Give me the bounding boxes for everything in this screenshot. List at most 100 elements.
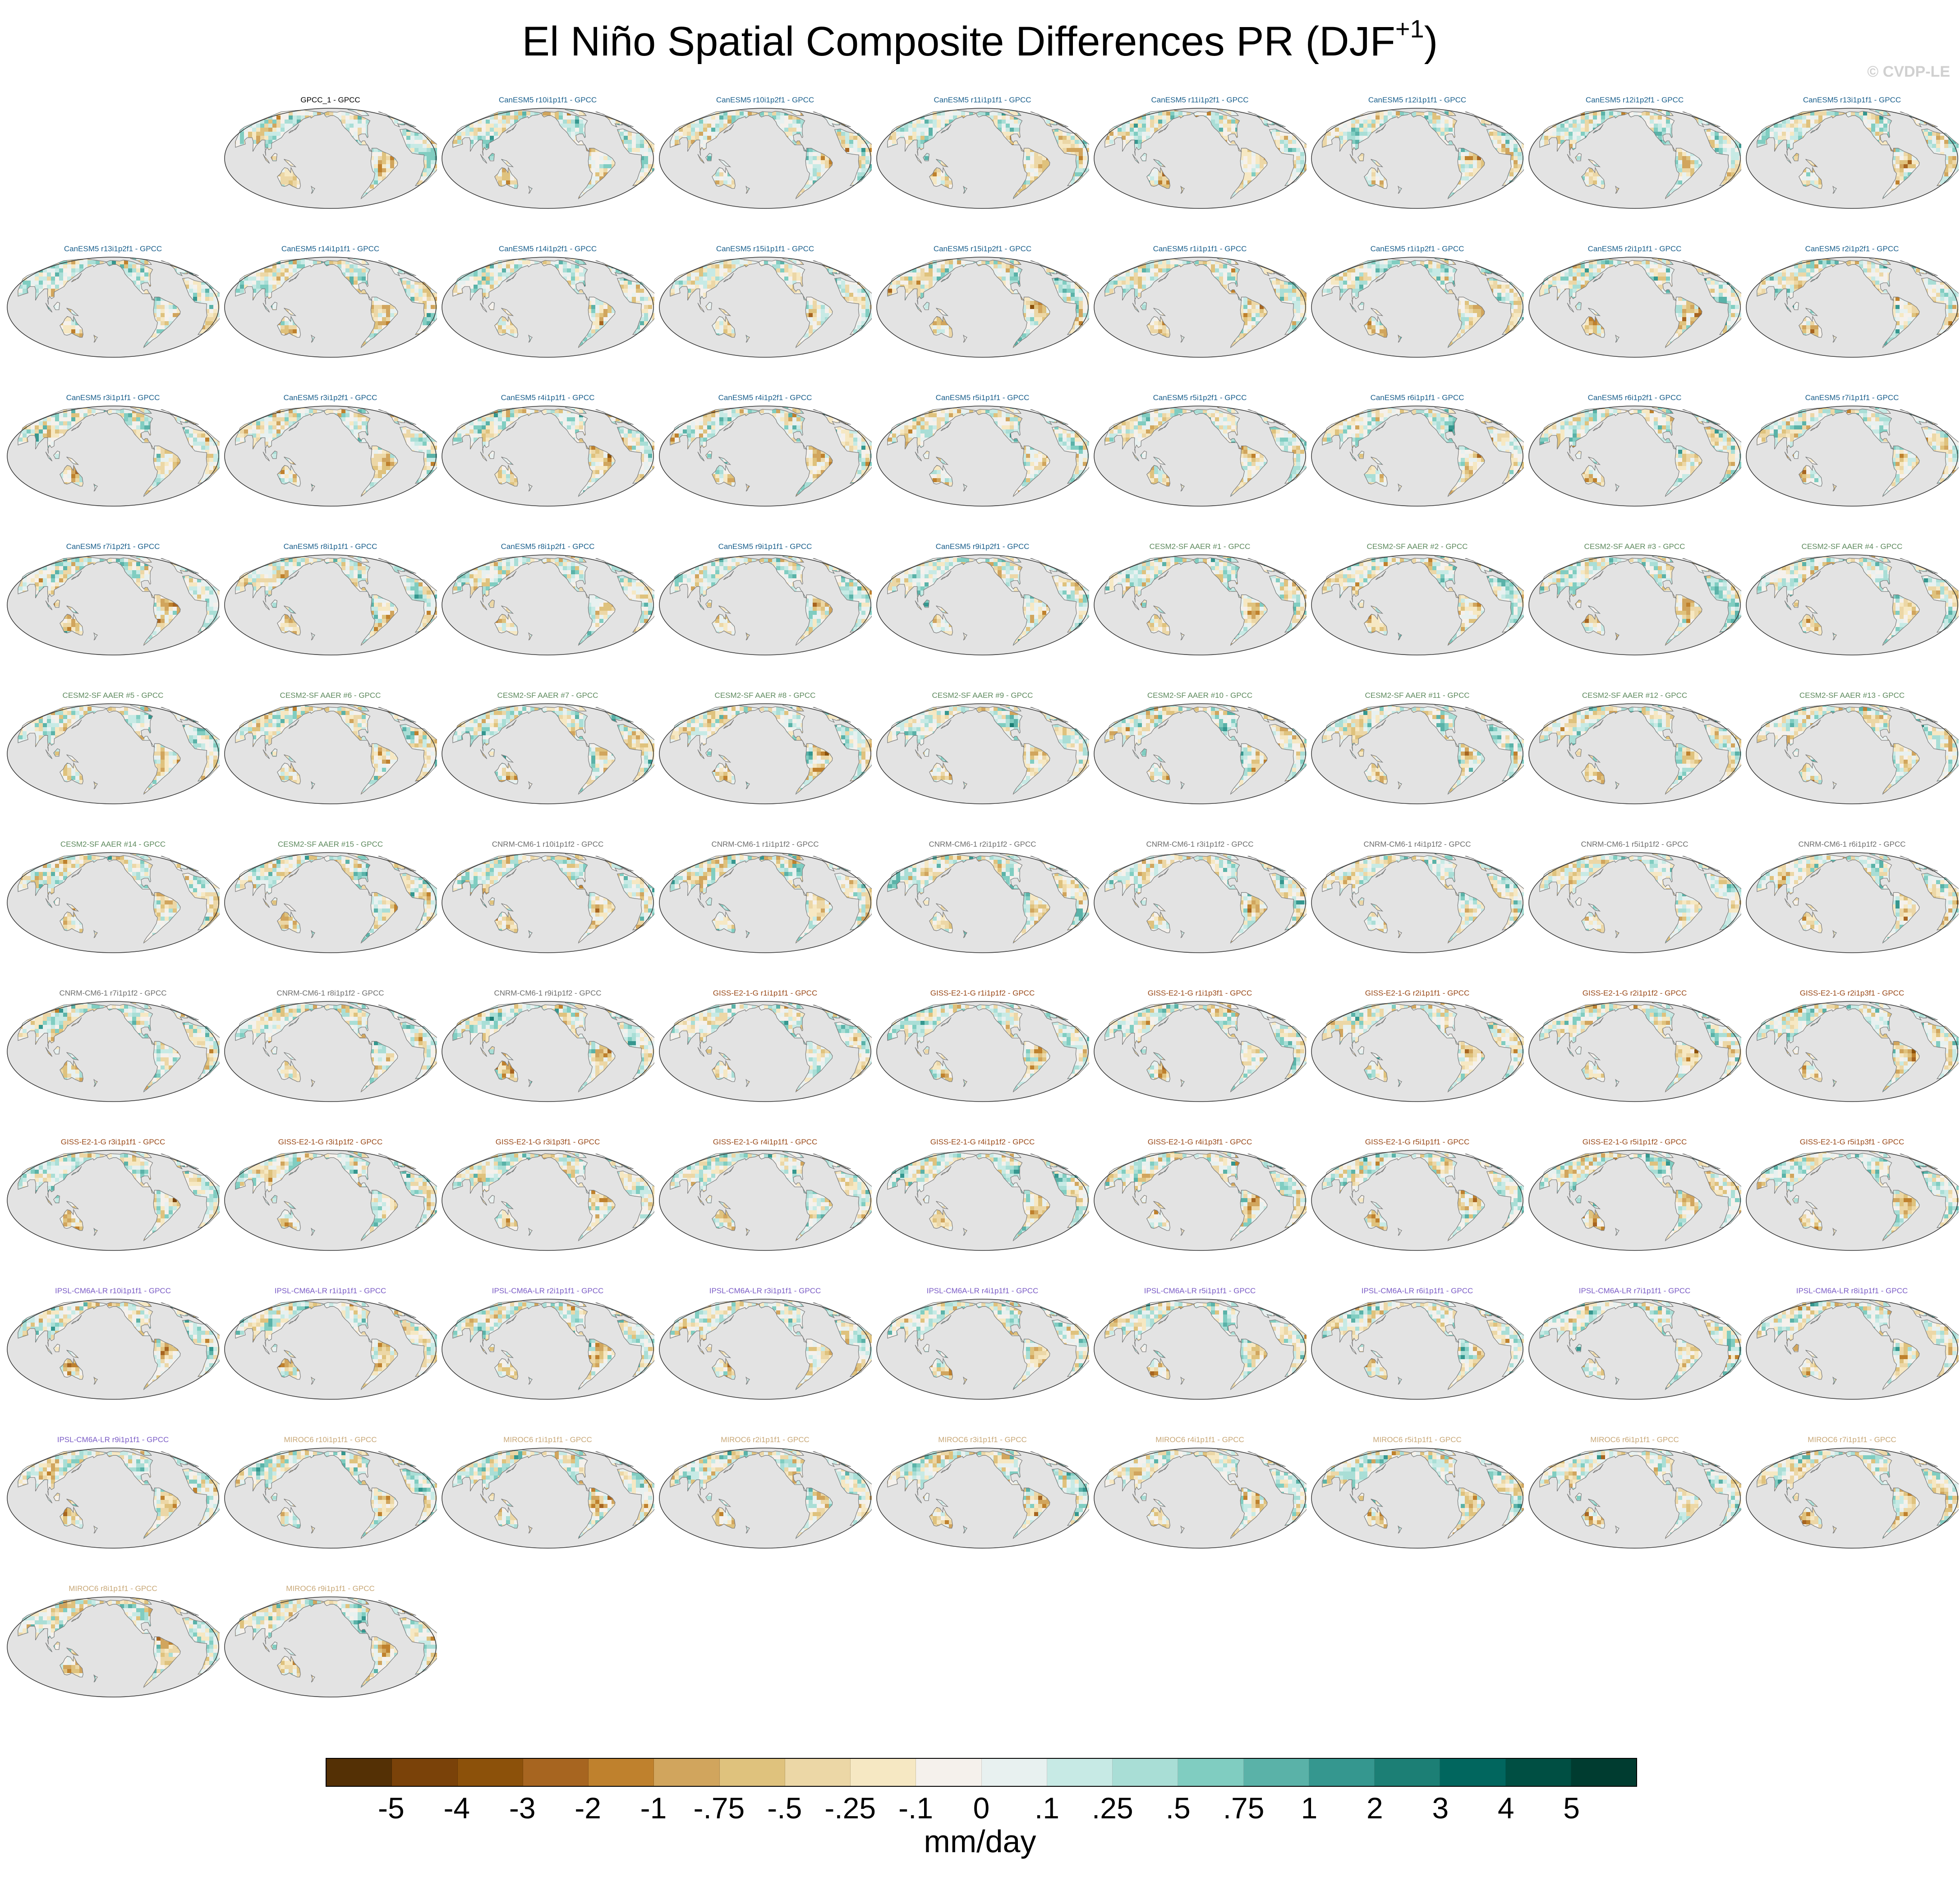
colorbar-box-10 [982, 1759, 1047, 1786]
panel-label: CESM2-SF AAER #8 - GPCC [640, 691, 890, 700]
panel-label: CanESM5 r13i1p1f1 - GPCC [1727, 96, 1960, 105]
panel-label: MIROC6 r6i1p1f1 - GPCC [1510, 1435, 1759, 1444]
panel-label: CESM2-SF AAER #11 - GPCC [1293, 691, 1542, 700]
panel-cesm2-sf-aaer-4-gpcc: CESM2-SF AAER #4 - GPCC [1745, 542, 1959, 656]
panel-label: GISS-E2-1-G r3i1p1f2 - GPCC [206, 1138, 455, 1147]
panel-miroc6-r1i1p1f1-gpcc: MIROC6 r1i1p1f1 - GPCC [441, 1435, 654, 1549]
panel-canesm5-r1i1p1f1-gpcc: CanESM5 r1i1p1f1 - GPCC [1093, 244, 1307, 358]
panel-canesm5-r5i1p1f1-gpcc: CanESM5 r5i1p1f1 - GPCC [876, 393, 1089, 507]
panel-canesm5-r10i1p2f1-gpcc: CanESM5 r10i1p2f1 - GPCC [658, 96, 872, 209]
panel-ipsl-cm6a-lr-r2i1p1f1-gpcc: IPSL-CM6A-LR r2i1p1f1 - GPCC [441, 1287, 654, 1400]
panel-miroc6-r6i1p1f1-gpcc: MIROC6 r6i1p1f1 - GPCC [1528, 1435, 1741, 1549]
map-canesm5-r5i1p1f1-gpcc [876, 405, 1089, 507]
colorbar-box-2 [458, 1759, 523, 1786]
panel-canesm5-r12i1p1f1-gpcc: CanESM5 r12i1p1f1 - GPCC [1311, 96, 1524, 209]
map-canesm5-r2i1p2f1-gpcc [1745, 256, 1959, 358]
panel-label: GISS-E2-1-G r5i1p1f2 - GPCC [1510, 1138, 1759, 1147]
panel-label: CNRM-CM6-1 r4i1p1f2 - GPCC [1293, 840, 1542, 849]
map-canesm5-r7i1p1f1-gpcc [1745, 405, 1959, 507]
map-miroc6-r10i1p1f1-gpcc [224, 1447, 437, 1549]
panel-label: GISS-E2-1-G r4i1p1f1 - GPCC [640, 1138, 890, 1147]
panel-canesm5-r9i1p2f1-gpcc: CanESM5 r9i1p2f1 - GPCC [876, 542, 1089, 656]
map-miroc6-r3i1p1f1-gpcc [876, 1447, 1089, 1549]
colorbar-box-14 [1244, 1759, 1309, 1786]
colorbar-tick-label: -4 [443, 1791, 470, 1825]
panel-miroc6-r7i1p1f1-gpcc: MIROC6 r7i1p1f1 - GPCC [1745, 1435, 1959, 1549]
panel-label: CanESM5 r12i1p1f1 - GPCC [1293, 96, 1542, 105]
panel-canesm5-r3i1p1f1-gpcc: CanESM5 r3i1p1f1 - GPCC [6, 393, 220, 507]
map-cnrm-cm6-1-r8i1p1f2-gpcc [224, 1001, 437, 1102]
panel-ipsl-cm6a-lr-r5i1p1f1-gpcc: IPSL-CM6A-LR r5i1p1f1 - GPCC [1093, 1287, 1307, 1400]
map-cnrm-cm6-1-r2i1p1f2-gpcc [876, 852, 1089, 954]
map-canesm5-r10i1p1f1-gpcc [441, 107, 654, 209]
map-ipsl-cm6a-lr-r6i1p1f1-gpcc [1311, 1298, 1524, 1400]
panel-label: CanESM5 r5i1p2f1 - GPCC [1075, 393, 1325, 402]
map-cesm2-sf-aaer-1-gpcc [1093, 554, 1307, 656]
panel-label: CanESM5 r15i1p2f1 - GPCC [858, 244, 1107, 254]
panel-cesm2-sf-aaer-14-gpcc: CESM2-SF AAER #14 - GPCC [6, 840, 220, 954]
colorbar-tick-label: -.1 [898, 1791, 933, 1825]
panel-cnrm-cm6-1-r1i1p1f2-gpcc: CNRM-CM6-1 r1i1p1f2 - GPCC [658, 840, 872, 954]
panel-label: GISS-E2-1-G r4i1p3f1 - GPCC [1075, 1138, 1325, 1147]
map-cnrm-cm6-1-r3i1p1f2-gpcc [1093, 852, 1307, 954]
panel-canesm5-r11i1p1f1-gpcc: CanESM5 r11i1p1f1 - GPCC [876, 96, 1089, 209]
panel-label: CanESM5 r12i1p2f1 - GPCC [1510, 96, 1759, 105]
panel-canesm5-r7i1p1f1-gpcc: CanESM5 r7i1p1f1 - GPCC [1745, 393, 1959, 507]
colorbar-box-16 [1375, 1759, 1440, 1786]
panel-label: GISS-E2-1-G r5i1p1f1 - GPCC [1293, 1138, 1542, 1147]
panel-label: CanESM5 r9i1p1f1 - GPCC [640, 542, 890, 551]
map-canesm5-r3i1p1f1-gpcc [6, 405, 220, 507]
colorbar-box-18 [1506, 1759, 1571, 1786]
panel-miroc6-r2i1p1f1-gpcc: MIROC6 r2i1p1f1 - GPCC [658, 1435, 872, 1549]
panel-cesm2-sf-aaer-13-gpcc: CESM2-SF AAER #13 - GPCC [1745, 691, 1959, 805]
map-canesm5-r8i1p1f1-gpcc [224, 554, 437, 656]
colorbar-tick-label: .5 [1166, 1791, 1191, 1825]
map-miroc6-r1i1p1f1-gpcc [441, 1447, 654, 1549]
panel-cnrm-cm6-1-r2i1p1f2-gpcc: CNRM-CM6-1 r2i1p1f2 - GPCC [876, 840, 1089, 954]
panel-cnrm-cm6-1-r9i1p1f2-gpcc: CNRM-CM6-1 r9i1p1f2 - GPCC [441, 989, 654, 1102]
panel-canesm5-r8i1p2f1-gpcc: CanESM5 r8i1p2f1 - GPCC [441, 542, 654, 656]
map-cesm2-sf-aaer-7-gpcc [441, 703, 654, 805]
panel-ipsl-cm6a-lr-r9i1p1f1-gpcc: IPSL-CM6A-LR r9i1p1f1 - GPCC [6, 1435, 220, 1549]
panel-giss-e2-1-g-r1i1p1f2-gpcc: GISS-E2-1-G r1i1p1f2 - GPCC [876, 989, 1089, 1102]
map-canesm5-r12i1p2f1-gpcc [1528, 107, 1741, 209]
panel-label: CanESM5 r14i1p2f1 - GPCC [423, 244, 672, 254]
panel-label: CanESM5 r5i1p1f1 - GPCC [858, 393, 1107, 402]
panel-label: CanESM5 r3i1p2f1 - GPCC [206, 393, 455, 402]
colorbar-box-0 [327, 1759, 392, 1786]
panel-canesm5-r3i1p2f1-gpcc: CanESM5 r3i1p2f1 - GPCC [224, 393, 437, 507]
map-canesm5-r6i1p1f1-gpcc [1311, 405, 1524, 507]
colorbar-ticks: -5 -4 -3 -2 -1 -.75 -.5 -.25 -.1 0.1.25.5.75 1 2 3 4 5 [326, 1791, 1637, 1827]
panel-label: GISS-E2-1-G r4i1p1f2 - GPCC [858, 1138, 1107, 1147]
panel-canesm5-r15i1p2f1-gpcc: CanESM5 r15i1p2f1 - GPCC [876, 244, 1089, 358]
map-cesm2-sf-aaer-12-gpcc [1528, 703, 1741, 805]
panel-label: CanESM5 r6i1p1f1 - GPCC [1293, 393, 1542, 402]
map-canesm5-r2i1p1f1-gpcc [1528, 256, 1741, 358]
panel-label: CanESM5 r7i1p2f1 - GPCC [0, 542, 238, 551]
colorbar-box-9 [916, 1759, 981, 1786]
panel-cnrm-cm6-1-r10i1p1f2-gpcc: CNRM-CM6-1 r10i1p1f2 - GPCC [441, 840, 654, 954]
panel-miroc6-r10i1p1f1-gpcc: MIROC6 r10i1p1f1 - GPCC [224, 1435, 437, 1549]
map-ipsl-cm6a-lr-r2i1p1f1-gpcc [441, 1298, 654, 1400]
map-giss-e2-1-g-r3i1p1f2-gpcc [224, 1149, 437, 1251]
map-ipsl-cm6a-lr-r5i1p1f1-gpcc [1093, 1298, 1307, 1400]
panel-label: CESM2-SF AAER #14 - GPCC [0, 840, 238, 849]
panel-ipsl-cm6a-lr-r1i1p1f1-gpcc: IPSL-CM6A-LR r1i1p1f1 - GPCC [224, 1287, 437, 1400]
colorbar-tick-label: -.25 [824, 1791, 876, 1825]
panel-label: CanESM5 r11i1p1f1 - GPCC [858, 96, 1107, 105]
panel-label: CanESM5 r14i1p1f1 - GPCC [206, 244, 455, 254]
panel-giss-e2-1-g-r5i1p3f1-gpcc: GISS-E2-1-G r5i1p3f1 - GPCC [1745, 1138, 1959, 1251]
panel-label: GISS-E2-1-G r3i1p1f1 - GPCC [0, 1138, 238, 1147]
map-ipsl-cm6a-lr-r4i1p1f1-gpcc [876, 1298, 1089, 1400]
panel-canesm5-r2i1p1f1-gpcc: CanESM5 r2i1p1f1 - GPCC [1528, 244, 1741, 358]
panel-label: CNRM-CM6-1 r2i1p1f2 - GPCC [858, 840, 1107, 849]
panel-label: MIROC6 r8i1p1f1 - GPCC [0, 1584, 238, 1593]
panel-label: MIROC6 r2i1p1f1 - GPCC [640, 1435, 890, 1444]
colorbar-tick-label: -3 [509, 1791, 536, 1825]
panel-label: CanESM5 r15i1p1f1 - GPCC [640, 244, 890, 254]
panel-miroc6-r9i1p1f1-gpcc: MIROC6 r9i1p1f1 - GPCC [224, 1584, 437, 1698]
panel-canesm5-r15i1p1f1-gpcc: CanESM5 r15i1p1f1 - GPCC [658, 244, 872, 358]
panel-miroc6-r3i1p1f1-gpcc: MIROC6 r3i1p1f1 - GPCC [876, 1435, 1089, 1549]
panel-label: CanESM5 r7i1p1f1 - GPCC [1727, 393, 1960, 402]
map-miroc6-r2i1p1f1-gpcc [658, 1447, 872, 1549]
